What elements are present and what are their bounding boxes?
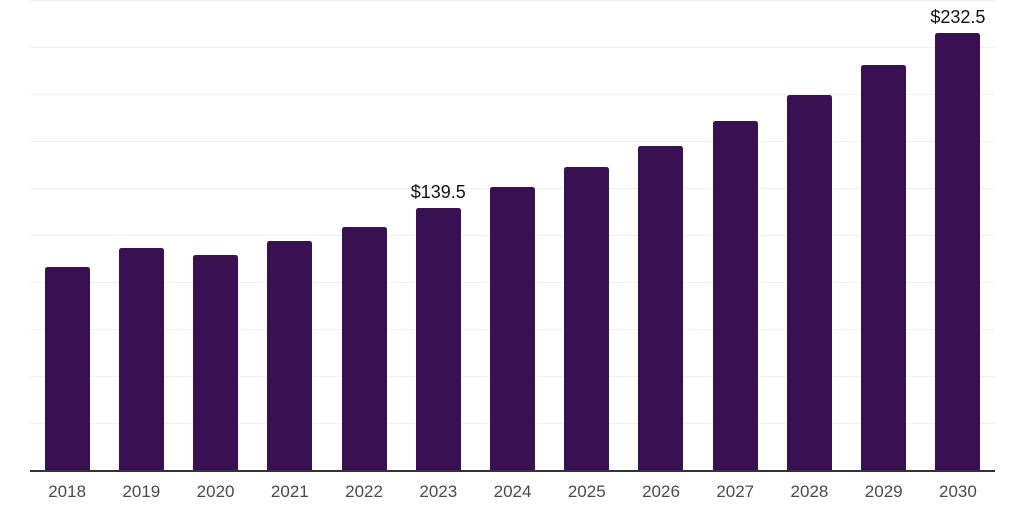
bars-row: $139.5 $232.5 (30, 0, 995, 470)
bar-slot-2025 (550, 0, 624, 470)
bar-2020[interactable] (193, 255, 239, 470)
bar-2018[interactable] (44, 266, 90, 470)
x-tick-2020: 2020 (196, 482, 235, 501)
bar-slot-2019 (104, 0, 178, 470)
x-tick-2023: 2023 (419, 482, 458, 501)
bar-2025[interactable] (564, 166, 610, 470)
bar-slot-2024 (475, 0, 549, 470)
bar-slot-2018 (30, 0, 104, 470)
data-label-2023: $139.5 (410, 181, 466, 202)
bar-slot-2027 (698, 0, 772, 470)
bar-2027[interactable] (712, 121, 758, 470)
x-tick-2019: 2019 (122, 482, 161, 501)
bar-2022[interactable] (341, 226, 387, 470)
x-axis-labels: 2018 2019 2020 2021 2022 2023 2024 2025 2026 2027… (30, 482, 995, 502)
bar-2019[interactable] (118, 247, 164, 470)
gridline (30, 47, 995, 48)
x-tick-2029: 2029 (864, 482, 903, 501)
bar-2024[interactable] (490, 186, 536, 470)
bar-slot-2020 (178, 0, 252, 470)
bar-slot-2030: $232.5 (921, 0, 995, 470)
x-tick-2030: 2030 (939, 482, 977, 501)
x-tick-2024: 2024 (493, 482, 532, 501)
x-tick-2026: 2026 (642, 482, 680, 501)
x-tick-2022: 2022 (345, 482, 383, 501)
bar-2029[interactable] (861, 64, 907, 470)
x-tick-2021: 2021 (270, 482, 309, 501)
x-tick-2028: 2028 (790, 482, 829, 501)
x-tick-2025: 2025 (567, 482, 606, 501)
x-tick-2027: 2027 (716, 482, 755, 501)
bar-slot-2021 (253, 0, 327, 470)
bar-slot-2029 (847, 0, 921, 470)
bar-2021[interactable] (267, 241, 313, 470)
bar-slot-2023: $139.5 (401, 0, 475, 470)
gridline (30, 141, 995, 142)
bar-2023[interactable]: $139.5 (411, 182, 466, 470)
gridline (30, 94, 995, 95)
plot-area: $139.5 $232.5 (30, 0, 995, 472)
bar-slot-2026 (624, 0, 698, 470)
data-label-2030: $232.5 (930, 6, 986, 27)
bar-slot-2022 (327, 0, 401, 470)
bar-2026[interactable] (638, 146, 684, 470)
bar-slot-2028 (772, 0, 846, 470)
gridline (30, 0, 995, 1)
bar-2030[interactable]: $232.5 (930, 7, 985, 470)
bar-2028[interactable] (786, 95, 832, 470)
x-tick-2018: 2018 (48, 482, 87, 501)
